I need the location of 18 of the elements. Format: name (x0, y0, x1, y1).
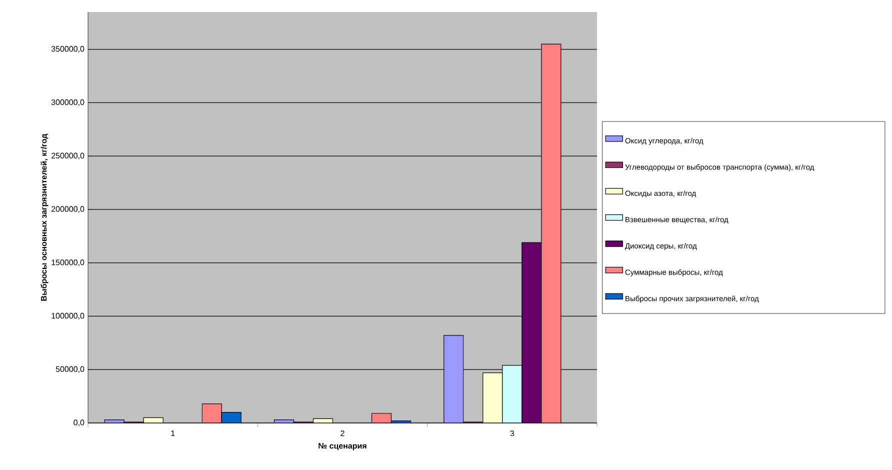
y-tick-label: 200000,0 (52, 206, 84, 213)
x-tick-label: 2 (340, 430, 344, 436)
bar (444, 335, 464, 423)
y-tick-label: 250000,0 (52, 152, 84, 160)
y-tick-label: 100000,0 (52, 312, 84, 320)
bar (482, 372, 503, 423)
x-tick-label: 3 (510, 430, 514, 436)
bar (202, 403, 222, 423)
x-tick-label: 1 (171, 430, 175, 436)
y-tick-label: 350000,0 (51, 46, 84, 53)
y-tick-label: 150000,0 (52, 260, 84, 266)
bar (541, 44, 562, 423)
x-axis-title: № сценария (318, 443, 366, 450)
bar (372, 413, 392, 423)
y-tick-label: 300000,0 (51, 99, 84, 106)
y-tick-label: 0,0 (74, 420, 84, 426)
y-tick-label: 50000,0 (56, 366, 84, 373)
y-axis-title: Выбросы основных загрязнителей, кг/год (40, 134, 48, 301)
